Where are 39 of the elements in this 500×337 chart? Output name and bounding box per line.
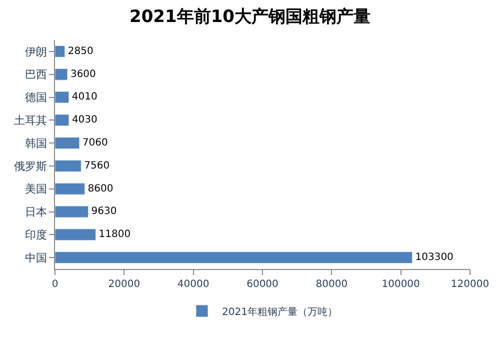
data-label: 4010 xyxy=(72,92,98,103)
data-label: 103300 xyxy=(415,252,454,264)
x-tick-label: 120000 xyxy=(450,279,490,290)
y-tick-label: 俄罗斯 xyxy=(14,160,47,173)
bar xyxy=(55,91,70,104)
bar xyxy=(55,45,66,58)
y-tick-label: 伊朗 xyxy=(24,45,47,58)
y-tick-label: 美国 xyxy=(24,182,47,196)
bar xyxy=(55,182,85,195)
y-tick-label: 韩国 xyxy=(24,136,47,150)
bar xyxy=(55,114,70,126)
data-label: 7060 xyxy=(82,138,108,149)
y-tick-label: 印度 xyxy=(24,228,47,242)
x-tick-label: 20000 xyxy=(108,279,140,290)
bar xyxy=(55,137,80,150)
x-tick-label: 100000 xyxy=(382,279,420,290)
legend-label: 2021年粗钢产量（万吨） xyxy=(222,306,338,318)
x-tick-label: 40000 xyxy=(177,279,210,290)
data-label: 9630 xyxy=(91,206,117,218)
x-tick-label: 0 xyxy=(52,279,58,290)
bar xyxy=(55,160,82,172)
y-tick-label: 日本 xyxy=(24,206,47,219)
x-tick-label: 80000 xyxy=(316,279,348,290)
bar xyxy=(55,228,96,241)
data-label: 8600 xyxy=(88,183,114,194)
data-label: 3600 xyxy=(70,68,96,80)
y-tick-label: 巴西 xyxy=(24,68,47,82)
bar xyxy=(55,206,89,218)
data-label: 2850 xyxy=(68,46,94,57)
y-tick-label: 中国 xyxy=(24,251,47,264)
chart-title: 2021年前10大产钢国粗钢产量 xyxy=(130,7,370,28)
data-label: 7560 xyxy=(84,160,110,172)
bar xyxy=(55,252,412,264)
data-label: 4030 xyxy=(72,114,98,126)
bar xyxy=(55,68,68,80)
x-tick-label: 60000 xyxy=(246,279,278,290)
data-label: 11800 xyxy=(98,229,131,240)
y-tick-label: 土耳其 xyxy=(14,114,47,127)
y-tick-label: 德国 xyxy=(24,91,47,104)
